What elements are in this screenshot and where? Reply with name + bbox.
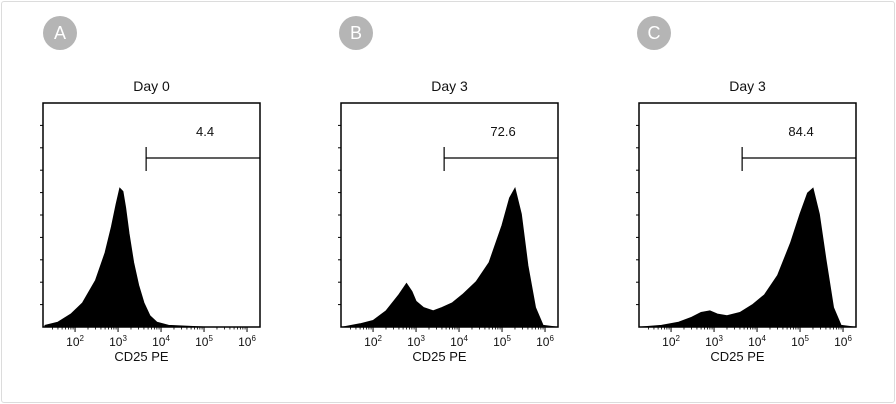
histogram-plot-c: Day 3 84.4 102 103 104 105 106 CD25 PE [636, 78, 857, 364]
x-axis-label: CD25 PE [114, 349, 169, 364]
x-tick-label: 105 [493, 334, 511, 349]
x-tick-label: 104 [152, 334, 170, 349]
x-tick-label: 103 [705, 334, 723, 349]
chart-title: Day 3 [729, 78, 766, 94]
gate-percent-label: 4.4 [196, 124, 214, 139]
x-axis-label: CD25 PE [412, 349, 467, 364]
x-tick-label: 103 [109, 334, 127, 349]
x-tick-label: 105 [195, 334, 213, 349]
chart-title: Day 3 [431, 78, 468, 94]
panel-label-badge: B [339, 16, 373, 50]
histogram-plot-a: Day 0 4.4 102 103 104 105 106 CD25 PE [40, 78, 261, 364]
x-tick-label: 102 [364, 334, 382, 349]
histogram-area [44, 187, 258, 328]
x-tick-label: 103 [407, 334, 425, 349]
histogram-area [640, 187, 855, 328]
x-tick-label: 105 [791, 334, 809, 349]
panel-a: A Day 0 4.4 102 103 104 105 106 CD25 PE [0, 0, 300, 404]
gate-percent-label: 72.6 [490, 124, 515, 139]
panel-label-badge: A [43, 16, 77, 50]
x-tick-label: 104 [450, 334, 468, 349]
histogram-area [342, 186, 557, 328]
x-tick-label: 106 [238, 334, 256, 349]
panel-c: C Day 3 84.4 102 103 104 105 106 CD25 PE [596, 0, 896, 404]
x-tick-label: 102 [66, 334, 84, 349]
histogram-plot-b: Day 3 72.6 102 103 104 105 106 CD25 PE [338, 78, 559, 364]
x-tick-label: 102 [662, 334, 680, 349]
panel-label-badge: C [637, 16, 671, 50]
plot-frame [42, 102, 261, 328]
chart-title: Day 0 [133, 78, 170, 94]
x-axis-label: CD25 PE [710, 349, 765, 364]
panel-b: B Day 3 72.6 102 103 104 105 106 CD25 PE [298, 0, 598, 404]
gate-percent-label: 84.4 [788, 124, 813, 139]
x-tick-label: 104 [748, 334, 766, 349]
x-tick-label: 106 [536, 334, 554, 349]
x-tick-label: 106 [834, 334, 852, 349]
